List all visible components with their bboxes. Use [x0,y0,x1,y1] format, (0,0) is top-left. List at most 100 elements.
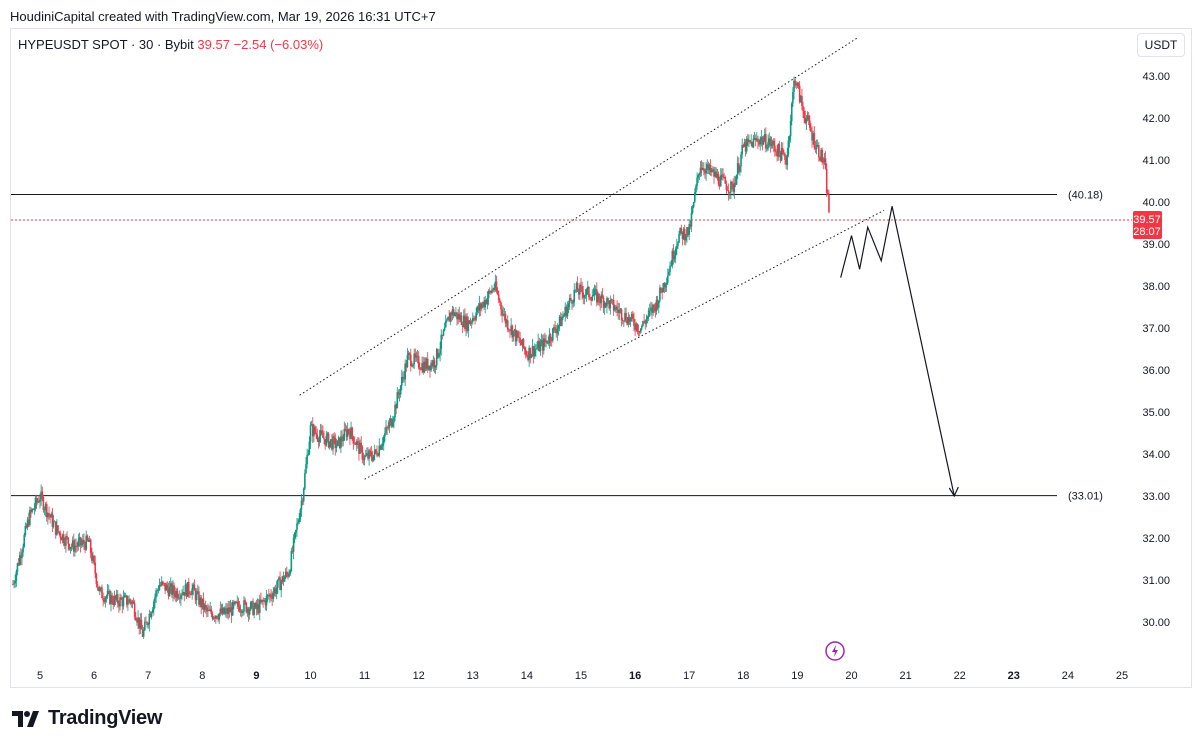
candle-body [513,329,516,331]
candle-body [97,586,100,591]
candle-body [201,598,204,608]
candle-body [417,356,420,368]
candle-body [159,585,162,586]
candle-body [683,229,686,241]
candle-body [66,536,68,538]
candle-body [367,453,369,459]
candle-body [422,363,425,373]
candle-body [570,298,572,301]
candle-body [561,318,563,327]
candle-body [450,312,453,315]
candle-body [607,298,609,301]
candle-body [220,608,223,614]
candle-body [174,593,177,598]
y-tick-label: 32.00 [1142,533,1170,545]
candle-body [661,291,663,293]
candle-body [284,571,287,578]
tradingview-logo[interactable]: TradingView [12,707,162,730]
candle-body [494,281,497,288]
candle-body [825,168,828,193]
candle-body [254,602,257,608]
candle-body [723,177,725,178]
candle-body [630,314,633,318]
candle-body [362,459,365,461]
channel-upper-line [299,37,858,396]
candle-body [749,140,751,143]
candle-body [477,306,480,311]
candle-body [446,319,448,322]
candle-body [752,138,755,148]
candle-body [701,168,704,170]
candle-body [292,537,295,552]
candle-body [256,604,259,610]
candle-body [120,597,122,600]
candle-body [142,629,145,637]
candle-body [84,544,86,550]
candle-body [415,355,418,358]
candle-body [493,287,496,290]
candle-body [198,591,200,605]
candle-body [565,306,568,317]
candle-body [12,584,14,585]
candle-body [71,540,74,547]
candle-body [599,300,601,304]
candle-body [363,456,366,460]
candle-body [384,433,386,437]
candle-body [488,290,491,292]
y-tick-label: 43.00 [1142,71,1170,83]
candle-body [521,338,524,346]
candle-body [207,609,209,612]
candle-body [441,334,444,336]
candle-body [772,141,775,146]
x-tick-label: 12 [413,670,425,682]
candle-body [368,450,370,459]
x-tick-label: 10 [304,670,316,682]
candle-body [576,283,579,292]
candle-body [668,271,670,276]
candle-body [172,585,174,595]
candle-body [479,303,482,309]
candle-body [491,289,493,293]
candle-body [769,138,772,146]
candle-body [210,609,213,615]
candle-body [731,181,733,185]
candle-body [520,342,523,346]
candle-body [106,591,109,597]
candle-body [611,299,614,301]
candle-body [766,148,768,150]
candle-body [437,349,439,358]
candle-body [696,177,698,187]
candle-body [332,436,334,450]
candle-body [767,142,769,149]
candle-body [497,294,500,301]
currency-button[interactable]: USDT [1137,33,1185,57]
candle-body [482,301,484,306]
candle-body [112,602,115,605]
x-tick-label: 13 [467,670,479,682]
candle-body [783,152,785,154]
y-tick-label: 40.00 [1142,197,1170,209]
candle-body [124,595,127,597]
candle-body [219,608,222,614]
candle-body [41,491,44,498]
candle-body [264,600,267,606]
candle-body [89,539,92,554]
candle-body [381,443,384,446]
candle-body [549,334,552,341]
candle-body [733,183,736,192]
candle-body [293,532,296,538]
candle-body [38,501,40,503]
candle-body [119,597,121,607]
candle-body [262,599,264,602]
candle-body [449,312,452,322]
candle-body [92,556,94,561]
candle-body [408,353,411,355]
candle-body [674,248,677,256]
candle-body [515,331,518,342]
candle-body [620,309,623,321]
candle-body [762,140,765,145]
candle-body [434,365,437,368]
candle-body [517,331,519,338]
candle-body [462,315,465,328]
